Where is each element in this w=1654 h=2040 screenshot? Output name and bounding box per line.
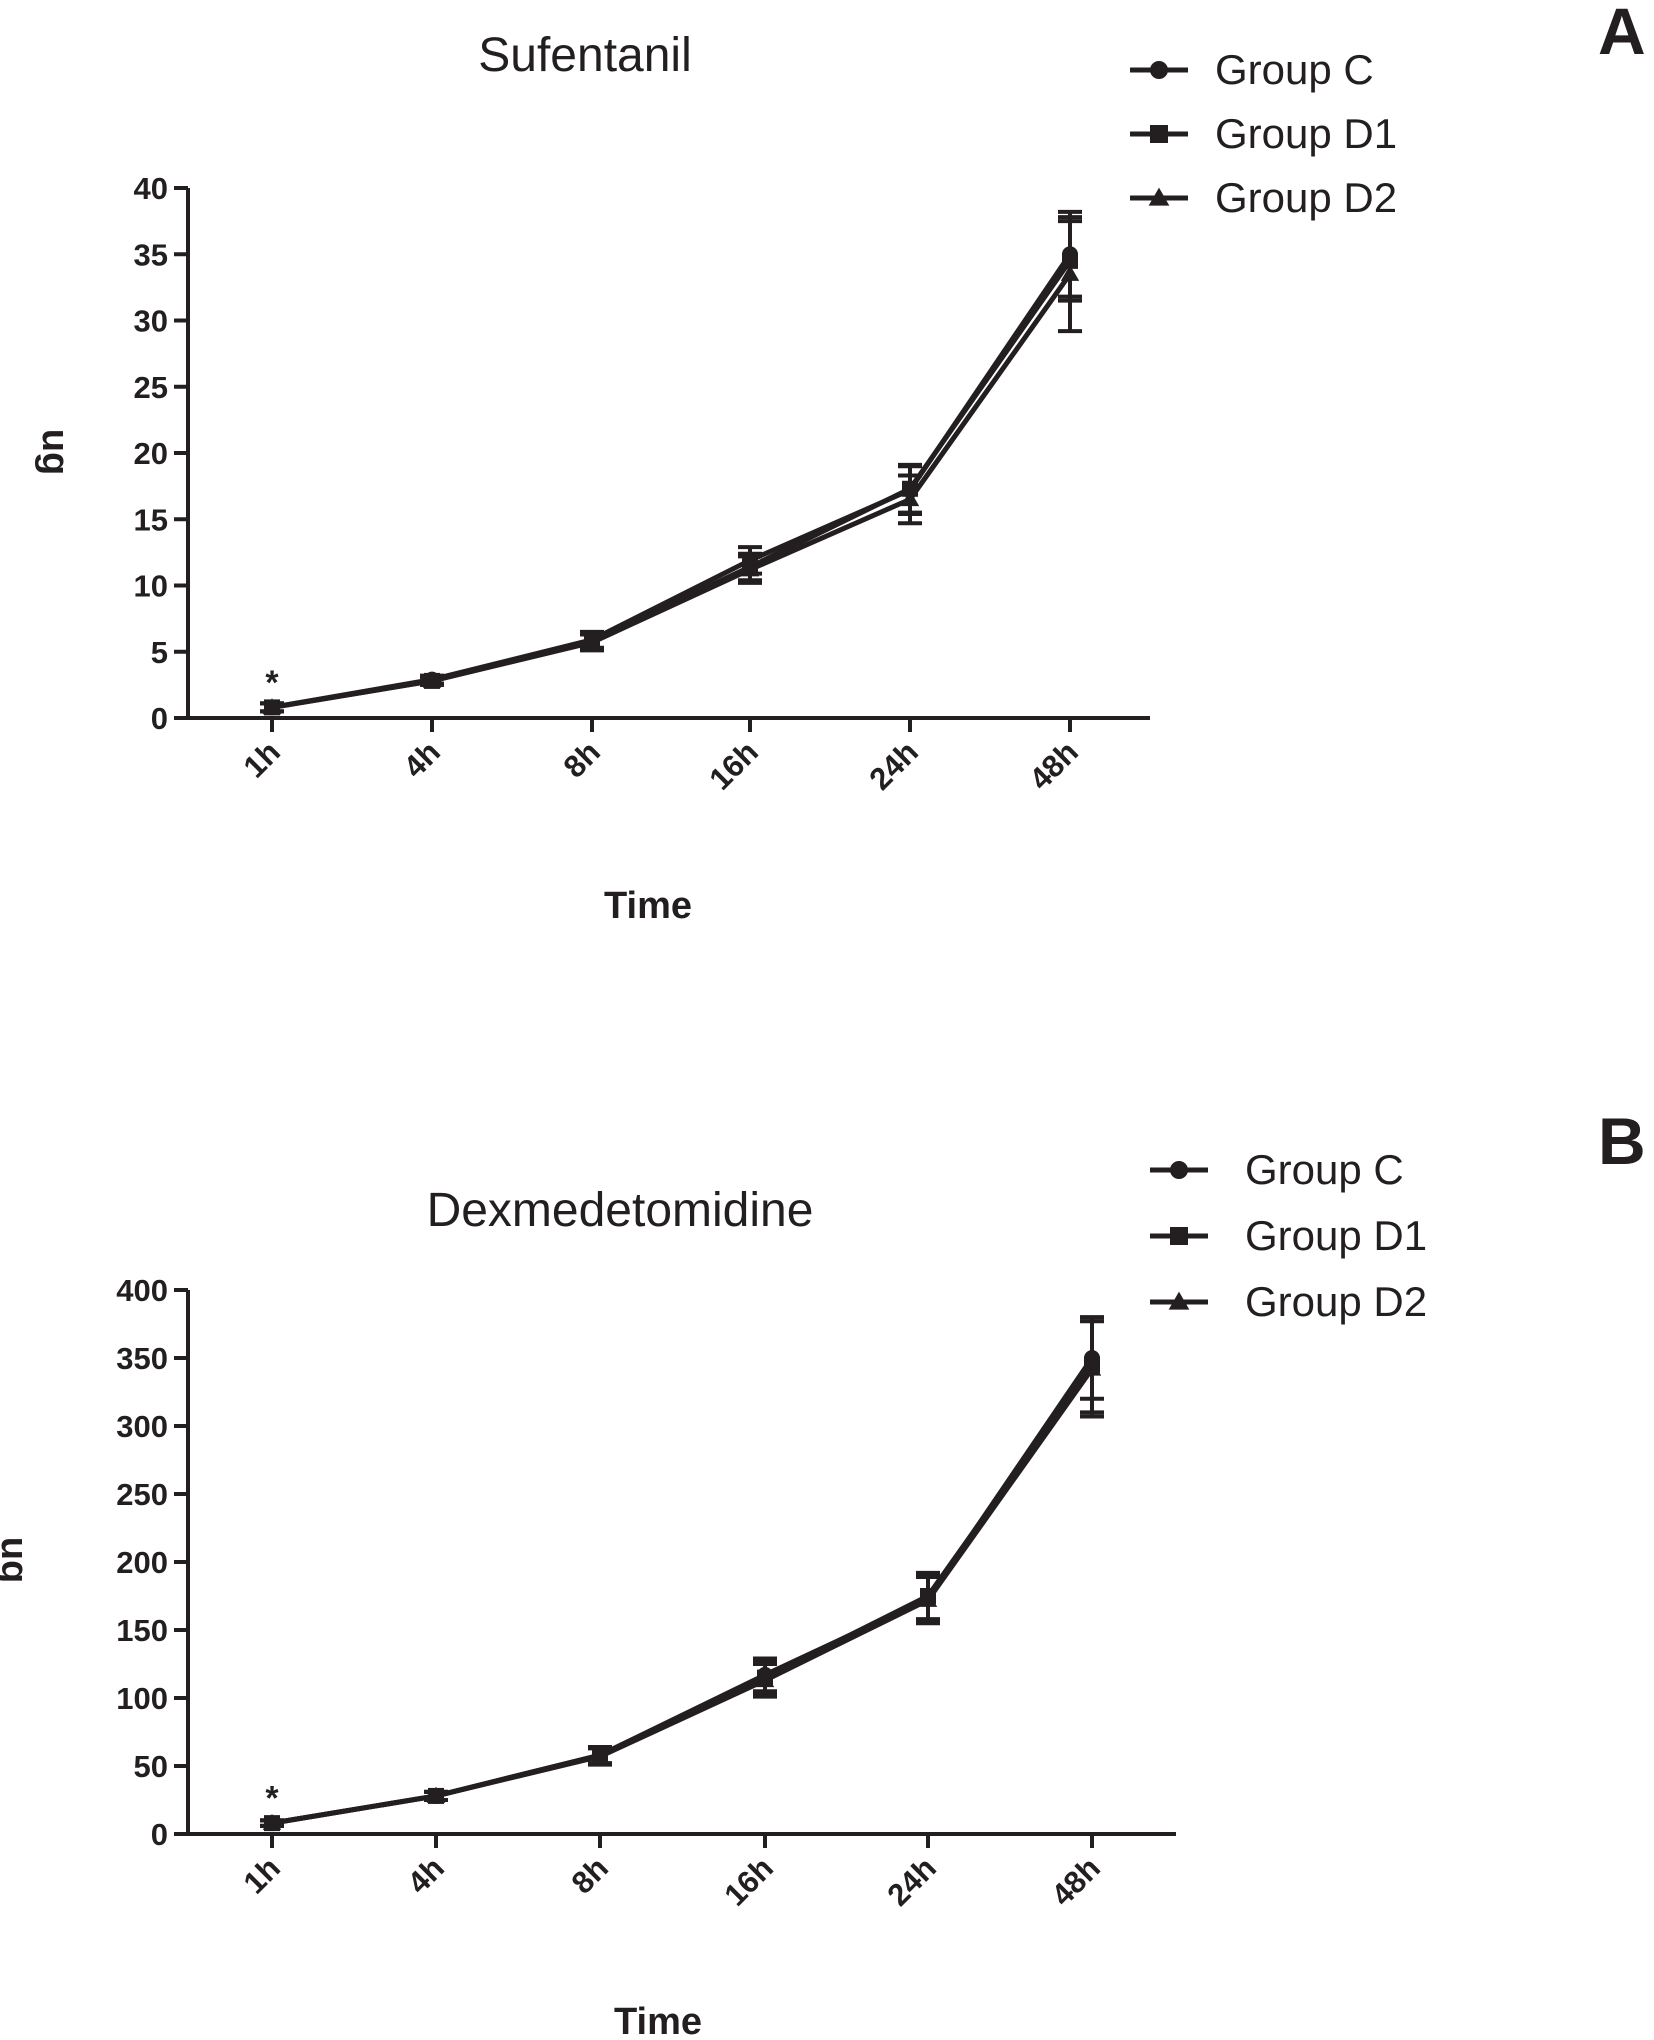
- x-tick-label: 8h: [565, 1850, 615, 1900]
- legend-label: Group D2: [1245, 1278, 1427, 1325]
- data-point: [590, 1747, 610, 1764]
- y-tick-label: 350: [116, 1341, 168, 1376]
- x-tick-label: 1h: [237, 734, 287, 784]
- y-tick-label: 100: [116, 1681, 168, 1716]
- x-axis-title: Time: [604, 885, 692, 927]
- y-tick-label: 5: [151, 635, 168, 670]
- data-point: [918, 1590, 938, 1607]
- data-point: [422, 671, 442, 688]
- legend-marker: [1168, 1291, 1190, 1310]
- series-line: [271, 1367, 1095, 1826]
- y-tick-label: 50: [134, 1749, 168, 1784]
- y-tick-label: 0: [151, 701, 168, 736]
- x-axis-title: Time: [614, 2001, 702, 2040]
- plot-area: 0 50 100 150 200 250 300 350 400 1h 4h 8h 16h 24h 48h *: [116, 1273, 1176, 1913]
- series-line: [271, 252, 1073, 710]
- x-tick-label: 16h: [702, 734, 765, 797]
- series-line: [271, 1356, 1095, 1826]
- series-line: [271, 1363, 1095, 1826]
- data-point: [740, 560, 760, 577]
- data-point: [262, 698, 282, 715]
- plot-area: 0 5 10 15 20 25 30 35 40 1h 4h 8h 16h 24h 48h *: [134, 171, 1150, 797]
- legend: Group C Group D1 Group D2: [1150, 1146, 1427, 1325]
- legend-marker: [1148, 187, 1170, 206]
- y-tick-label: 15: [134, 502, 168, 537]
- x-tick-label: 4h: [401, 1850, 451, 1900]
- legend-label: Group D1: [1245, 1212, 1427, 1259]
- panel-label: B: [1598, 1104, 1646, 1178]
- data-point: [755, 1671, 775, 1688]
- y-tick-label: 30: [134, 304, 168, 339]
- legend-label: Group C: [1245, 1146, 1404, 1193]
- legend: Group C Group D1 Group D2: [1130, 46, 1397, 221]
- x-tick-label: 48h: [1022, 734, 1085, 797]
- y-tick-label: 250: [116, 1477, 168, 1512]
- legend-marker: [1150, 61, 1168, 79]
- x-tick-label: 24h: [862, 734, 925, 797]
- chart-panel-a: A Sufentanil Time ug 0 5 10 15 20 25 30 35 40 1h 4…: [34, 0, 1646, 927]
- legend-label: Group D1: [1215, 110, 1397, 157]
- x-tick-label: 16h: [717, 1850, 780, 1913]
- y-tick-label: 20: [134, 436, 168, 471]
- x-tick-label: 8h: [557, 734, 607, 784]
- data-point: [1060, 264, 1080, 281]
- panel-label: A: [1598, 0, 1646, 68]
- data-point: [1082, 1359, 1102, 1376]
- significance-marker: *: [265, 1779, 279, 1817]
- legend-marker: [1170, 1227, 1188, 1245]
- y-axis-title: ug: [0, 1537, 35, 1583]
- x-tick-label: 24h: [880, 1850, 943, 1913]
- y-tick-label: 0: [151, 1817, 168, 1852]
- series-line: [271, 272, 1073, 710]
- x-tick-label: 4h: [397, 734, 447, 784]
- y-tick-label: 40: [134, 171, 168, 206]
- data-point: [262, 1813, 282, 1830]
- x-tick-label: 1h: [237, 1850, 287, 1900]
- y-tick-label: 200: [116, 1545, 168, 1580]
- chart-title: Dexmedetomidine: [427, 1184, 814, 1237]
- y-tick-label: 35: [134, 237, 168, 272]
- y-tick-label: 400: [116, 1273, 168, 1308]
- legend-label: Group C: [1215, 46, 1374, 93]
- data-point: [900, 490, 920, 507]
- legend-marker: [1150, 125, 1168, 143]
- y-axis-title: ug: [34, 429, 76, 475]
- y-tick-label: 10: [134, 569, 168, 604]
- data-point: [582, 633, 602, 650]
- legend-marker: [1170, 1161, 1188, 1179]
- chart-panel-b: B Dexmedetomidine Time ug 0 50 100 150 200 25…: [0, 1104, 1646, 2040]
- significance-marker: *: [265, 664, 279, 702]
- y-tick-label: 25: [134, 370, 168, 405]
- series-line: [271, 259, 1073, 710]
- chart-title: Sufentanil: [478, 29, 692, 82]
- legend-label: Group D2: [1215, 174, 1397, 221]
- y-tick-label: 300: [116, 1409, 168, 1444]
- y-tick-label: 150: [116, 1613, 168, 1648]
- data-point: [426, 1786, 446, 1803]
- x-tick-label: 48h: [1044, 1850, 1107, 1913]
